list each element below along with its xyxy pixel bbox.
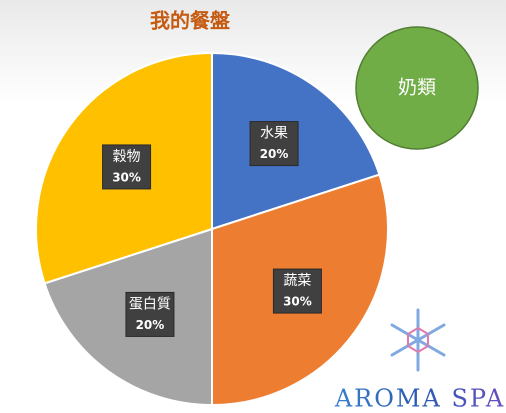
pie xyxy=(35,51,389,407)
category-label: 穀物 xyxy=(113,149,141,165)
dairy-circle xyxy=(355,26,479,150)
category-label: 蔬菜 xyxy=(283,273,311,289)
label-box xyxy=(272,268,322,314)
label-box xyxy=(125,291,175,337)
category-label: 蛋白質 xyxy=(129,296,171,312)
value-label: 30% xyxy=(283,295,312,309)
dairy-label: 奶類 xyxy=(398,77,436,99)
value-label: 20% xyxy=(136,318,165,332)
watermark: AROMA SPA xyxy=(334,385,505,413)
label-box xyxy=(249,121,299,167)
value-label: 30% xyxy=(112,170,141,184)
category-label: 水果 xyxy=(260,126,288,142)
value-label: 20% xyxy=(260,147,289,161)
logo xyxy=(390,308,446,372)
label-box xyxy=(102,144,152,190)
chart-title: 我的餐盤 xyxy=(150,9,231,33)
data-labels: 水果 20% 蔬菜 30% 蛋白質 20% 穀物 30% xyxy=(102,121,322,337)
